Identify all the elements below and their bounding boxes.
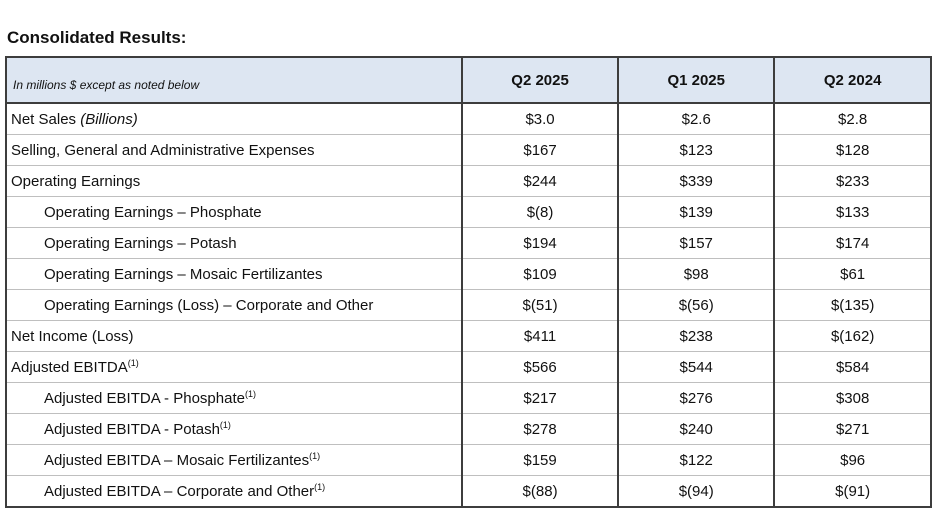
- value-cell: $(51): [460, 289, 619, 321]
- row-label: Adjusted EBITDA – Corporate and Other: [44, 482, 315, 500]
- table-row: Operating Earnings – Phosphate $(8) $139 $1…: [5, 196, 932, 228]
- row-label: Operating Earnings (Loss) – Corporate an…: [44, 296, 374, 314]
- value-cell: $98: [617, 258, 775, 290]
- row-label-cell: Selling, General and Administrative Expe…: [5, 134, 463, 166]
- units-note-header: In millions $ except as noted below: [5, 57, 463, 104]
- value-cell: $339: [617, 165, 775, 197]
- value-cell: $411: [460, 320, 619, 352]
- value-cell: $123: [617, 134, 775, 166]
- table-row: Adjusted EBITDA(1) $566 $544 $584: [5, 351, 932, 383]
- row-label-note: (Billions): [80, 110, 138, 128]
- value-cell: $2.8: [773, 102, 932, 135]
- value-cell: $308: [773, 382, 932, 414]
- footnote-marker: (1): [244, 388, 256, 399]
- value-cell: $133: [773, 196, 932, 228]
- footnote-marker: (1): [219, 419, 231, 430]
- row-label-cell: Operating Earnings – Phosphate: [5, 196, 463, 228]
- value-cell: $584: [773, 351, 932, 383]
- row-label: Net Income (Loss): [11, 327, 134, 345]
- row-label: Adjusted EBITDA - Potash: [44, 420, 220, 438]
- row-label-cell: Operating Earnings – Potash: [5, 227, 463, 259]
- table-row: Operating Earnings – Potash $194 $157 $174: [5, 227, 932, 259]
- value-cell: $271: [773, 413, 932, 445]
- row-label-cell: Adjusted EBITDA(1): [5, 351, 463, 383]
- value-cell: $159: [460, 444, 619, 476]
- row-label-cell: Operating Earnings – Mosaic Fertilizante…: [5, 258, 463, 290]
- table-row: Adjusted EBITDA - Phosphate(1) $217 $276 $3…: [5, 382, 932, 414]
- value-cell: $61: [773, 258, 932, 290]
- row-label: Operating Earnings: [11, 172, 141, 190]
- value-cell: $157: [617, 227, 775, 259]
- value-cell: $2.6: [617, 102, 775, 135]
- value-cell: $240: [617, 413, 775, 445]
- table-header-row: In millions $ except as noted below Q2 2…: [5, 57, 932, 104]
- row-label-cell: Operating Earnings (Loss) – Corporate an…: [5, 289, 463, 321]
- value-cell: $139: [617, 196, 775, 228]
- value-cell: $566: [460, 351, 619, 383]
- table-row: Operating Earnings $244 $339 $233: [5, 165, 932, 197]
- value-cell: $167: [460, 134, 619, 166]
- row-label: Operating Earnings – Phosphate: [44, 203, 262, 221]
- value-cell: $(56): [617, 289, 775, 321]
- row-label-cell: Net Sales (Billions): [5, 102, 463, 135]
- page-title: Consolidated Results:: [7, 28, 187, 47]
- value-cell: $194: [460, 227, 619, 259]
- value-cell: $278: [460, 413, 619, 445]
- row-label-cell: Adjusted EBITDA – Corporate and Other(1): [5, 475, 463, 507]
- value-cell: $109: [460, 258, 619, 290]
- row-label: Adjusted EBITDA: [11, 358, 128, 376]
- row-label-cell: Adjusted EBITDA - Phosphate(1): [5, 382, 463, 414]
- footnote-marker: (1): [309, 450, 321, 461]
- value-cell: $(91): [773, 475, 932, 507]
- row-label-cell: Operating Earnings: [5, 165, 463, 197]
- row-label: Selling, General and Administrative Expe…: [11, 141, 315, 159]
- row-label: Net Sales: [11, 110, 81, 128]
- value-cell: $(8): [460, 196, 619, 228]
- table-row: Net Sales (Billions) $3.0 $2.6 $2.8: [5, 102, 932, 135]
- table-body: Net Sales (Billions) $3.0 $2.6 $2.8 Selling,…: [5, 102, 932, 507]
- value-cell: $174: [773, 227, 932, 259]
- value-cell: $244: [460, 165, 619, 197]
- value-cell: $217: [460, 382, 619, 414]
- table-row: Net Income (Loss) $411 $238 $(162): [5, 320, 932, 352]
- row-label-cell: Net Income (Loss): [5, 320, 463, 352]
- value-cell: $128: [773, 134, 932, 166]
- row-label-cell: Adjusted EBITDA - Potash(1): [5, 413, 463, 445]
- column-header-q2-2025: Q2 2025: [460, 57, 619, 104]
- row-label: Adjusted EBITDA - Phosphate: [44, 389, 245, 407]
- row-label-cell: Adjusted EBITDA – Mosaic Fertilizantes(1…: [5, 444, 463, 476]
- value-cell: $(94): [617, 475, 775, 507]
- row-label: Operating Earnings – Potash: [44, 234, 237, 252]
- table-row: Selling, General and Administrative Expe…: [5, 134, 932, 166]
- column-header-q1-2025: Q1 2025: [617, 57, 775, 104]
- value-cell: $(88): [460, 475, 619, 507]
- value-cell: $122: [617, 444, 775, 476]
- table-row: Adjusted EBITDA – Corporate and Other(1)…: [5, 475, 932, 507]
- value-cell: $544: [617, 351, 775, 383]
- table-row: Adjusted EBITDA – Mosaic Fertilizantes(1…: [5, 444, 932, 476]
- value-cell: $233: [773, 165, 932, 197]
- consolidated-results-table: In millions $ except as noted below Q2 2…: [5, 56, 932, 508]
- value-cell: $96: [773, 444, 932, 476]
- footnote-marker: (1): [314, 481, 326, 492]
- table-row: Adjusted EBITDA - Potash(1) $278 $240 $271: [5, 413, 932, 445]
- footnote-marker: (1): [127, 357, 139, 368]
- value-cell: $3.0: [460, 102, 619, 135]
- value-cell: $(162): [773, 320, 932, 352]
- table-row: Operating Earnings (Loss) – Corporate an…: [5, 289, 932, 321]
- row-label: Operating Earnings – Mosaic Fertilizante…: [44, 265, 323, 283]
- value-cell: $276: [617, 382, 775, 414]
- column-header-q2-2024: Q2 2024: [773, 57, 932, 104]
- table-row: Operating Earnings – Mosaic Fertilizante…: [5, 258, 932, 290]
- value-cell: $(135): [773, 289, 932, 321]
- value-cell: $238: [617, 320, 775, 352]
- row-label: Adjusted EBITDA – Mosaic Fertilizantes: [44, 451, 310, 469]
